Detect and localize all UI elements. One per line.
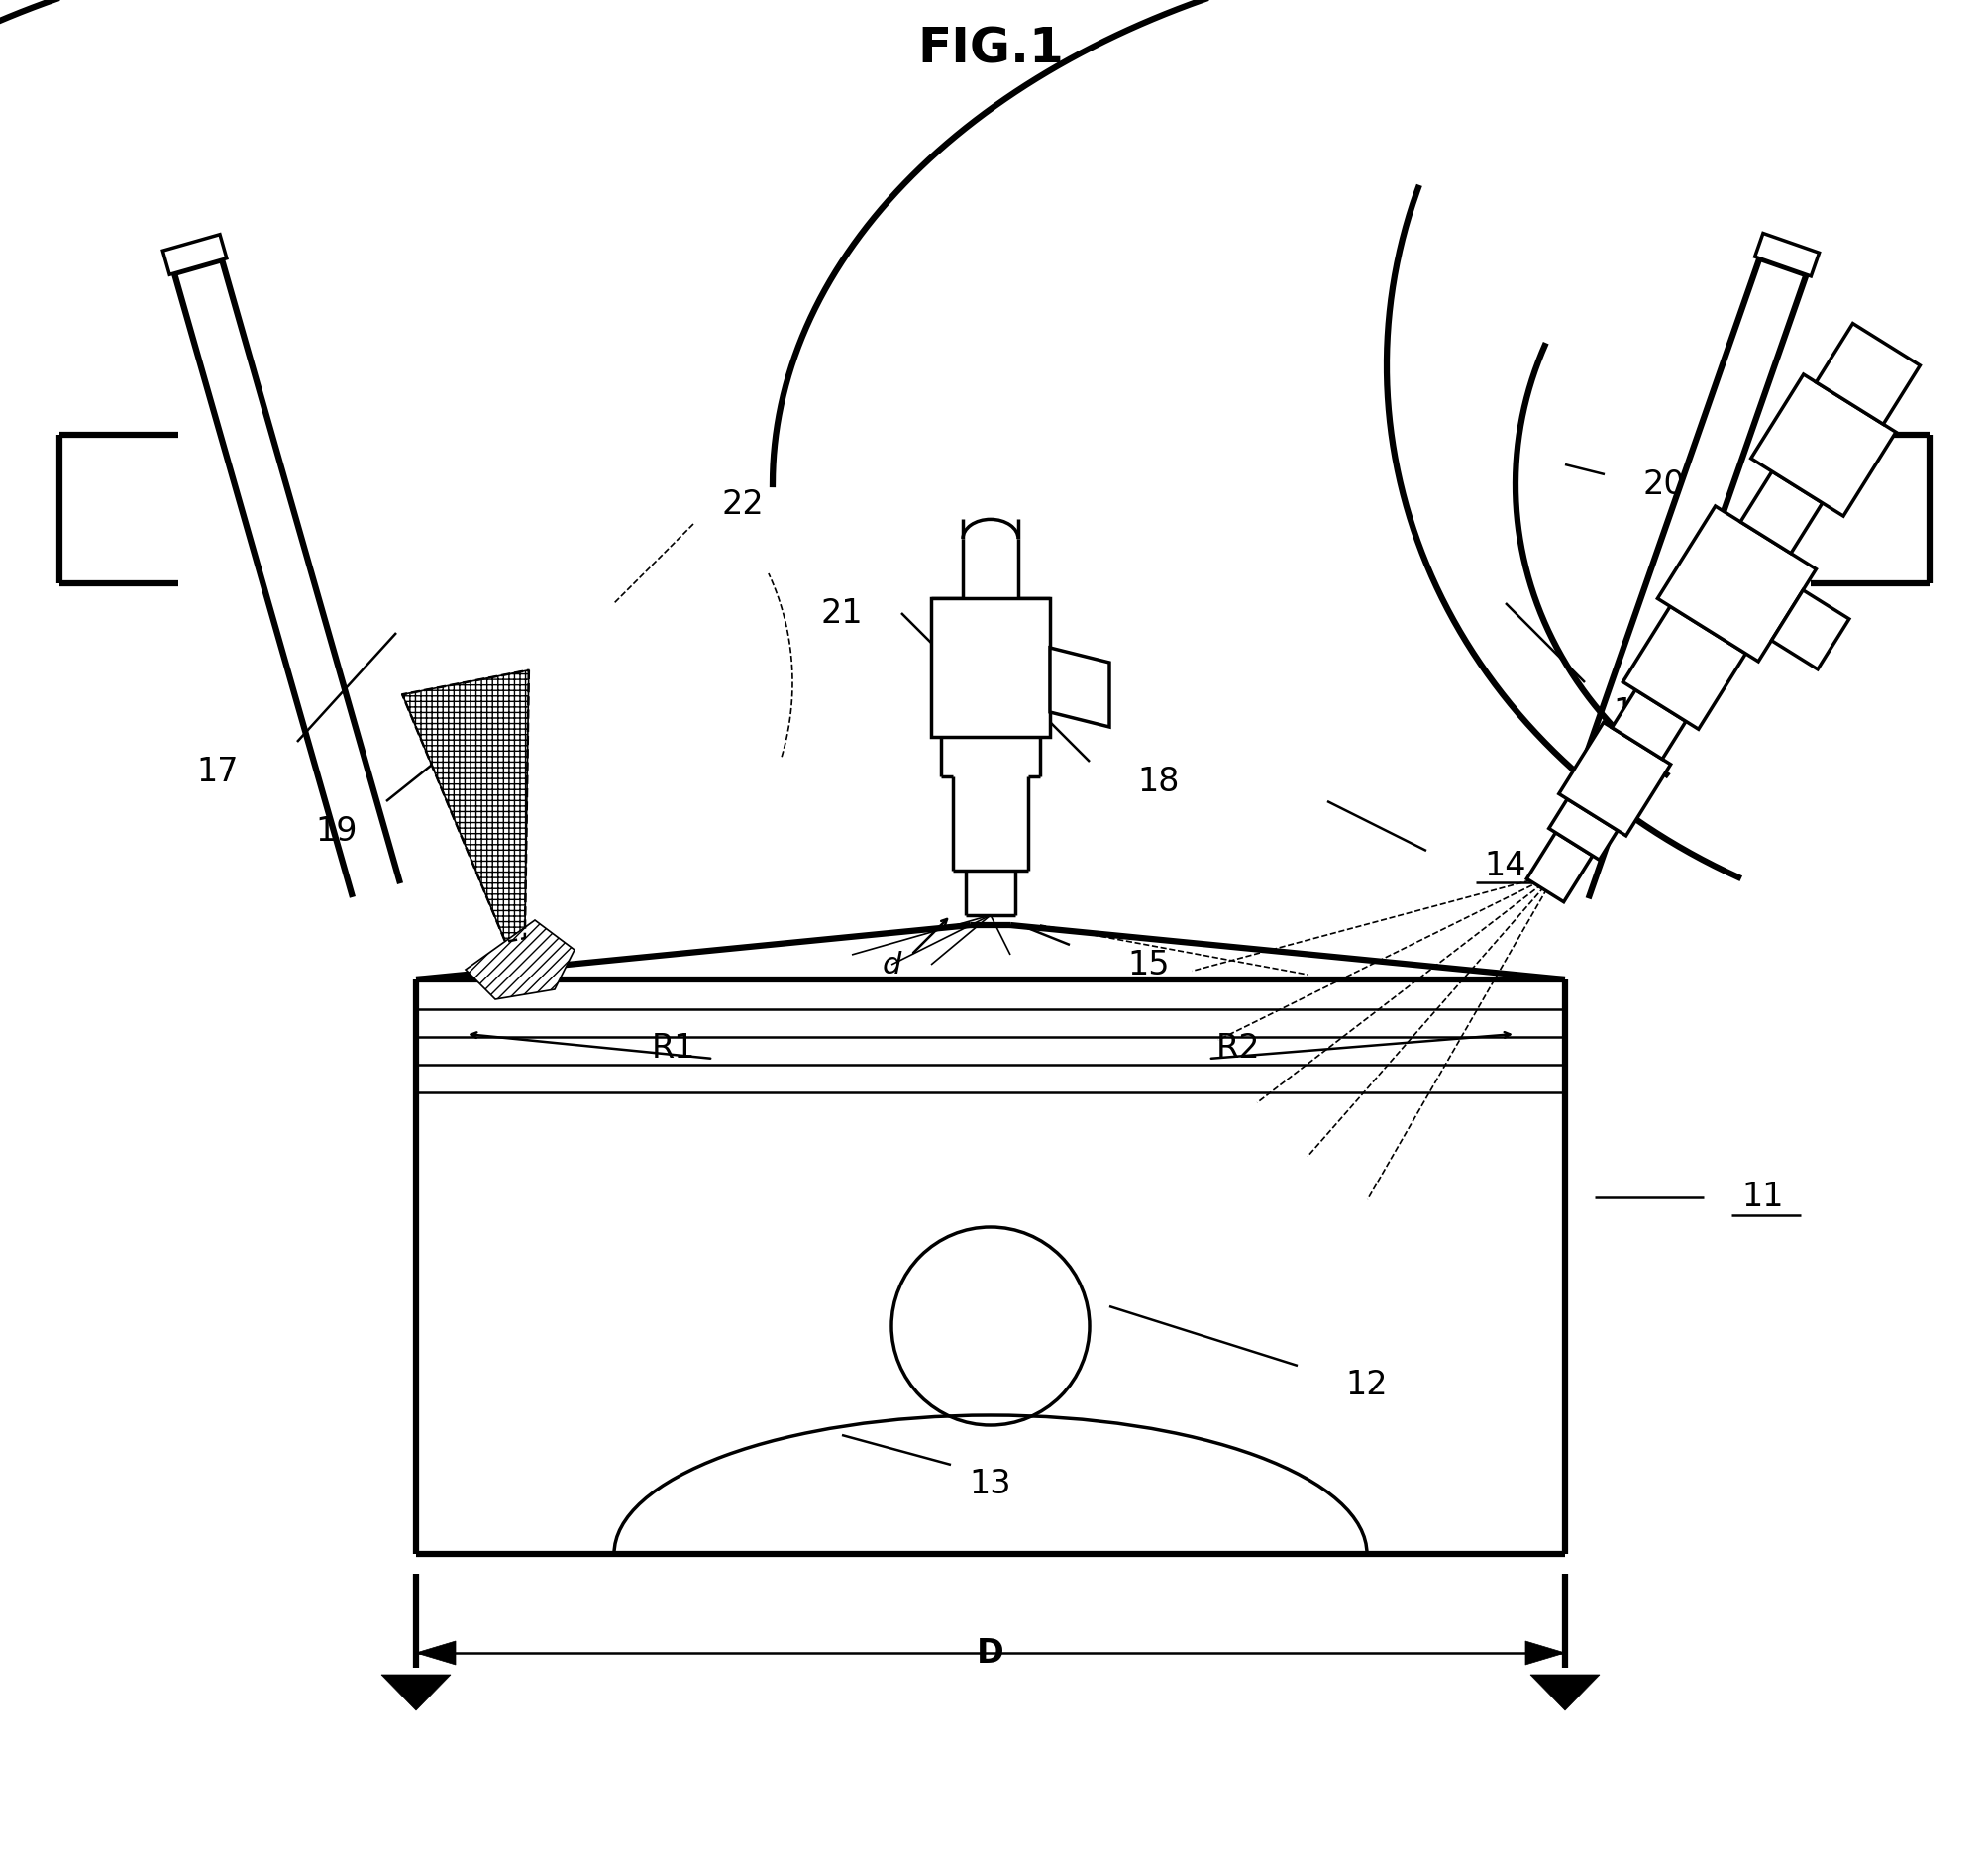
Text: 15: 15 xyxy=(1127,948,1169,981)
Polygon shape xyxy=(1749,374,1895,516)
Polygon shape xyxy=(402,670,529,942)
Text: D: D xyxy=(976,1636,1004,1670)
Text: 16: 16 xyxy=(1612,696,1654,729)
Polygon shape xyxy=(1050,648,1109,727)
Text: 13: 13 xyxy=(968,1468,1012,1501)
Text: 12: 12 xyxy=(1346,1370,1388,1401)
Polygon shape xyxy=(415,1642,455,1664)
Text: 22: 22 xyxy=(722,489,763,520)
Polygon shape xyxy=(1559,722,1670,837)
Text: d: d xyxy=(881,950,901,979)
Polygon shape xyxy=(1549,800,1616,861)
Text: 18: 18 xyxy=(1137,764,1179,798)
Polygon shape xyxy=(163,235,227,274)
Polygon shape xyxy=(1656,505,1815,661)
Polygon shape xyxy=(930,598,1050,737)
Polygon shape xyxy=(1525,1642,1565,1664)
Text: 20: 20 xyxy=(1642,468,1684,500)
Text: 11: 11 xyxy=(1741,1181,1783,1214)
Text: 17: 17 xyxy=(197,755,239,789)
Text: 19: 19 xyxy=(316,814,358,848)
Polygon shape xyxy=(1610,690,1686,759)
Text: FIG.1: FIG.1 xyxy=(916,24,1064,72)
Polygon shape xyxy=(1740,472,1821,553)
Polygon shape xyxy=(382,1675,451,1710)
Polygon shape xyxy=(465,920,575,1000)
Text: 21: 21 xyxy=(821,596,863,629)
Polygon shape xyxy=(1753,233,1819,276)
Text: R1: R1 xyxy=(652,1033,696,1064)
Text: R2: R2 xyxy=(1215,1033,1260,1064)
Text: 14: 14 xyxy=(1483,850,1527,881)
Polygon shape xyxy=(1771,590,1849,670)
Polygon shape xyxy=(1815,324,1918,424)
Polygon shape xyxy=(1529,1675,1598,1710)
Polygon shape xyxy=(1622,607,1745,729)
Polygon shape xyxy=(1527,833,1592,901)
